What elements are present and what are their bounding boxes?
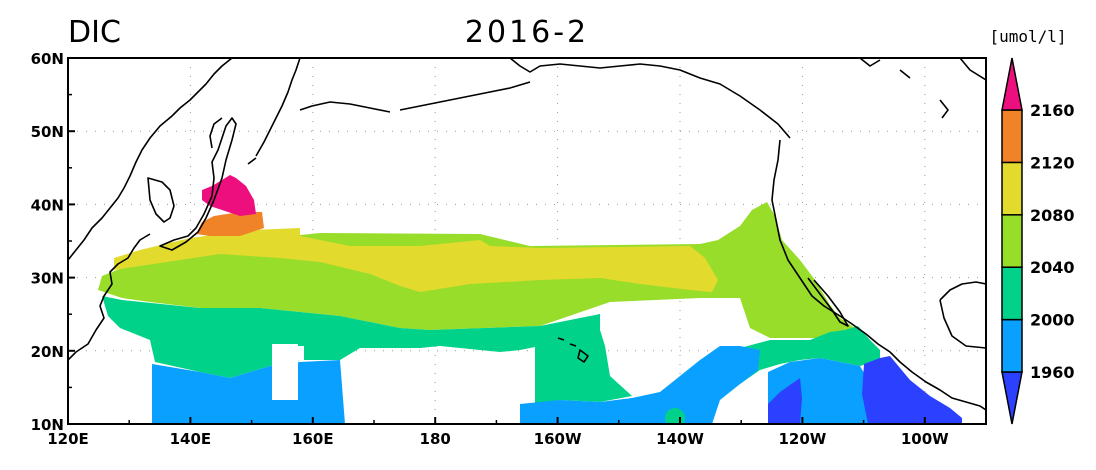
- colorbar-segment: [1001, 214, 1023, 268]
- x-tick-label: 160E: [292, 430, 334, 448]
- x-tick-label: 140E: [170, 430, 212, 448]
- field-below-1960-mid: [768, 378, 802, 424]
- field-hole-2: [298, 346, 304, 360]
- y-tick-label: 50N: [31, 123, 64, 141]
- dic-field: [98, 175, 962, 424]
- field-below-1960-east: [862, 356, 962, 424]
- y-tick-label: 40N: [31, 196, 64, 214]
- x-tick-label: 180: [420, 430, 451, 448]
- colorbar-label: 2080: [1030, 206, 1075, 225]
- colorbar: 1960 2000 2040 2080 2120 2160: [1001, 57, 1075, 425]
- variable-title: DIC: [68, 15, 121, 50]
- colorbar-over-triangle: [1001, 57, 1023, 111]
- colorbar-label: 2000: [1030, 311, 1075, 330]
- field-hole: [272, 344, 298, 400]
- plot-area: [68, 58, 986, 424]
- y-tick-label: 20N: [31, 343, 64, 361]
- colorbar-label: 2160: [1030, 101, 1075, 120]
- colorbar-segment: [1001, 161, 1023, 216]
- units-label: [umol/l]: [989, 27, 1066, 46]
- y-tick-label: 10N: [31, 416, 64, 434]
- colorbar-segment: [1001, 318, 1023, 373]
- field-1960-2000-central: [520, 346, 760, 424]
- period-title: 2016-2: [465, 15, 589, 50]
- field-2000-2040-west: [102, 296, 600, 378]
- x-tick-label: 100W: [901, 430, 949, 448]
- field-2120-2160: [196, 212, 264, 236]
- colorbar-segment: [1001, 109, 1023, 164]
- y-tick-label: 30N: [31, 270, 64, 288]
- field-2000-2040-hawaii: [535, 330, 632, 404]
- x-axis: 120E 140E 160E 180 160W 140W 120W 100W: [47, 417, 949, 448]
- y-axis: 10N 20N 30N 40N 50N 60N: [31, 50, 75, 434]
- x-tick-label: 120W: [778, 430, 826, 448]
- y-tick-label: 60N: [31, 50, 64, 68]
- colorbar-segment: [1001, 266, 1023, 321]
- field-2000-2040-east: [720, 326, 880, 390]
- field-above-2160: [202, 175, 256, 216]
- x-tick-label: 120E: [47, 430, 89, 448]
- colorbar-label: 1960: [1030, 363, 1075, 382]
- field-2080-2120: [114, 228, 718, 292]
- x-tick-label: 160W: [534, 430, 582, 448]
- x-tick-label: 140W: [656, 430, 704, 448]
- colorbar-label: 2120: [1030, 153, 1075, 172]
- colorbar-label: 2040: [1030, 258, 1075, 277]
- colorbar-under-triangle: [1001, 371, 1023, 425]
- coastlines: [68, 58, 986, 411]
